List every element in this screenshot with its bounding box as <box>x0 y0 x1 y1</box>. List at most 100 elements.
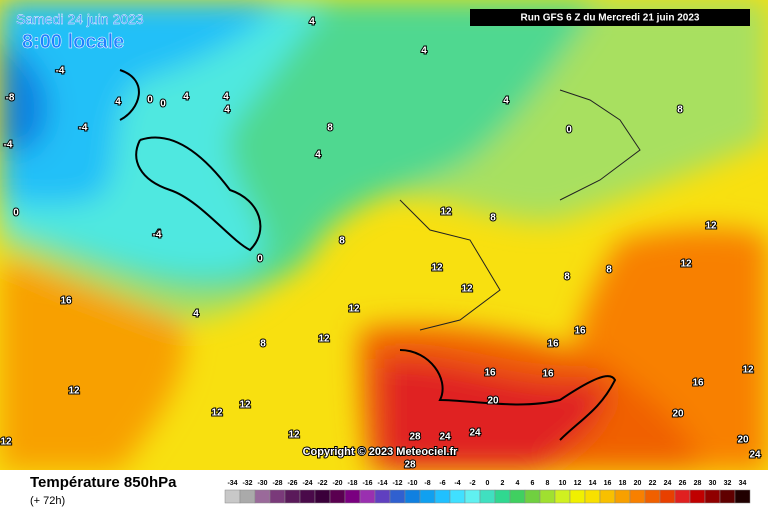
scale-swatch <box>359 489 376 504</box>
scale-label: 28 <box>694 480 702 487</box>
contour-label: 28 <box>404 460 416 471</box>
contour-label: 24 <box>469 428 481 439</box>
scale-label: -26 <box>287 480 297 487</box>
scale-swatch <box>674 489 691 504</box>
contour-label: 0 <box>13 208 19 219</box>
contour-label: -8 <box>6 93 15 104</box>
contour-label: -4 <box>4 140 13 151</box>
contour-label: 8 <box>260 339 266 350</box>
scale-label: 32 <box>724 480 732 487</box>
contour-label: 12 <box>431 263 443 274</box>
scale-swatch <box>629 489 646 504</box>
scale-swatch <box>689 489 706 504</box>
contour-label: -4 <box>56 66 65 77</box>
contour-label: 28 <box>409 432 421 443</box>
contour-label: 16 <box>574 326 586 337</box>
contour-label: 20 <box>737 435 749 446</box>
run-banner <box>470 9 750 26</box>
forecast-date: Samedi 24 juin 2023 <box>16 11 144 27</box>
contour-label: 8 <box>490 213 496 224</box>
scale-label: -20 <box>332 480 342 487</box>
scale-label: -22 <box>317 480 327 487</box>
scale-label: 0 <box>486 480 490 487</box>
contour-label: 12 <box>461 284 473 295</box>
contour-label: 12 <box>288 430 300 441</box>
scale-swatch <box>659 489 676 504</box>
contour-label: 20 <box>672 409 684 420</box>
contour-label: 12 <box>239 400 251 411</box>
contour-label: 4 <box>315 150 321 161</box>
legend-lead: (+ 72h) <box>30 495 65 507</box>
temperature-field <box>0 0 768 470</box>
scale-swatch <box>464 489 481 504</box>
contour-label: 16 <box>484 368 496 379</box>
contour-label: 0 <box>160 99 166 110</box>
scale-swatch <box>584 489 601 504</box>
contour-label: 4 <box>115 97 121 108</box>
scale-label: 26 <box>679 480 687 487</box>
scale-swatch <box>494 489 511 504</box>
contour-label: 12 <box>318 334 330 345</box>
scale-swatch <box>704 489 721 504</box>
scale-label: -30 <box>257 480 267 487</box>
scale-label: 24 <box>664 480 672 487</box>
scale-label: -2 <box>469 480 475 487</box>
scale-label: -28 <box>272 480 282 487</box>
scale-label: -8 <box>424 480 430 487</box>
contour-label: 4 <box>421 46 427 57</box>
color-scale: -34 -32 -30 -28 -26 -24 -22 -20 -18 -16 -14 -12 -10-… <box>224 480 751 504</box>
contour-label: 4 <box>183 92 189 103</box>
scale-swatch <box>224 489 241 504</box>
scale-swatch <box>284 489 301 504</box>
scale-swatch <box>254 489 271 504</box>
contour-label: 4 <box>503 96 509 107</box>
contour-label: 24 <box>439 432 451 443</box>
scale-swatch <box>389 489 406 504</box>
scale-label: 2 <box>501 480 505 487</box>
scale-label: 12 <box>574 480 582 487</box>
contour-label: 12 <box>0 437 12 448</box>
contour-label: 4 <box>223 92 229 103</box>
contour-label: 4 <box>193 309 199 320</box>
scale-swatch <box>569 489 586 504</box>
scale-label: 30 <box>709 480 717 487</box>
scale-label: 6 <box>531 480 535 487</box>
legend-title: Température 850hPa <box>30 474 177 491</box>
scale-label: 18 <box>619 480 627 487</box>
scale-label: -14 <box>377 480 387 487</box>
scale-label: -34 <box>227 480 237 487</box>
contour-label: 20 <box>487 396 499 407</box>
contour-label: 4 <box>155 229 161 240</box>
scale-label: 20 <box>634 480 642 487</box>
scale-label: -12 <box>392 480 402 487</box>
scale-swatch <box>539 489 556 504</box>
contour-label: 4 <box>224 105 230 116</box>
contour-label: 12 <box>348 304 360 315</box>
scale-label: 8 <box>546 480 550 487</box>
contour-label: 8 <box>327 123 333 134</box>
scale-swatch <box>449 489 466 504</box>
scale-swatch <box>434 489 451 504</box>
scale-label: -4 <box>454 480 460 487</box>
scale-swatch <box>404 489 421 504</box>
scale-label: -6 <box>439 480 445 487</box>
contour-label: 8 <box>606 265 612 276</box>
scale-label: -32 <box>242 480 252 487</box>
scale-label: 34 <box>739 480 747 487</box>
contour-label: 8 <box>339 236 345 247</box>
scale-swatch <box>374 489 391 504</box>
contour-label: 4 <box>309 17 315 28</box>
scale-swatch <box>479 489 496 504</box>
contour-label: 16 <box>547 339 559 350</box>
scale-swatch <box>239 489 256 504</box>
scale-label: 22 <box>649 480 657 487</box>
contour-label: 12 <box>742 365 754 376</box>
contour-label: 24 <box>749 450 761 461</box>
scale-swatch <box>599 489 616 504</box>
contour-label: 12 <box>211 408 223 419</box>
copyright: Copyright © 2023 Meteociel.fr <box>303 446 459 458</box>
scale-swatch <box>344 489 361 504</box>
